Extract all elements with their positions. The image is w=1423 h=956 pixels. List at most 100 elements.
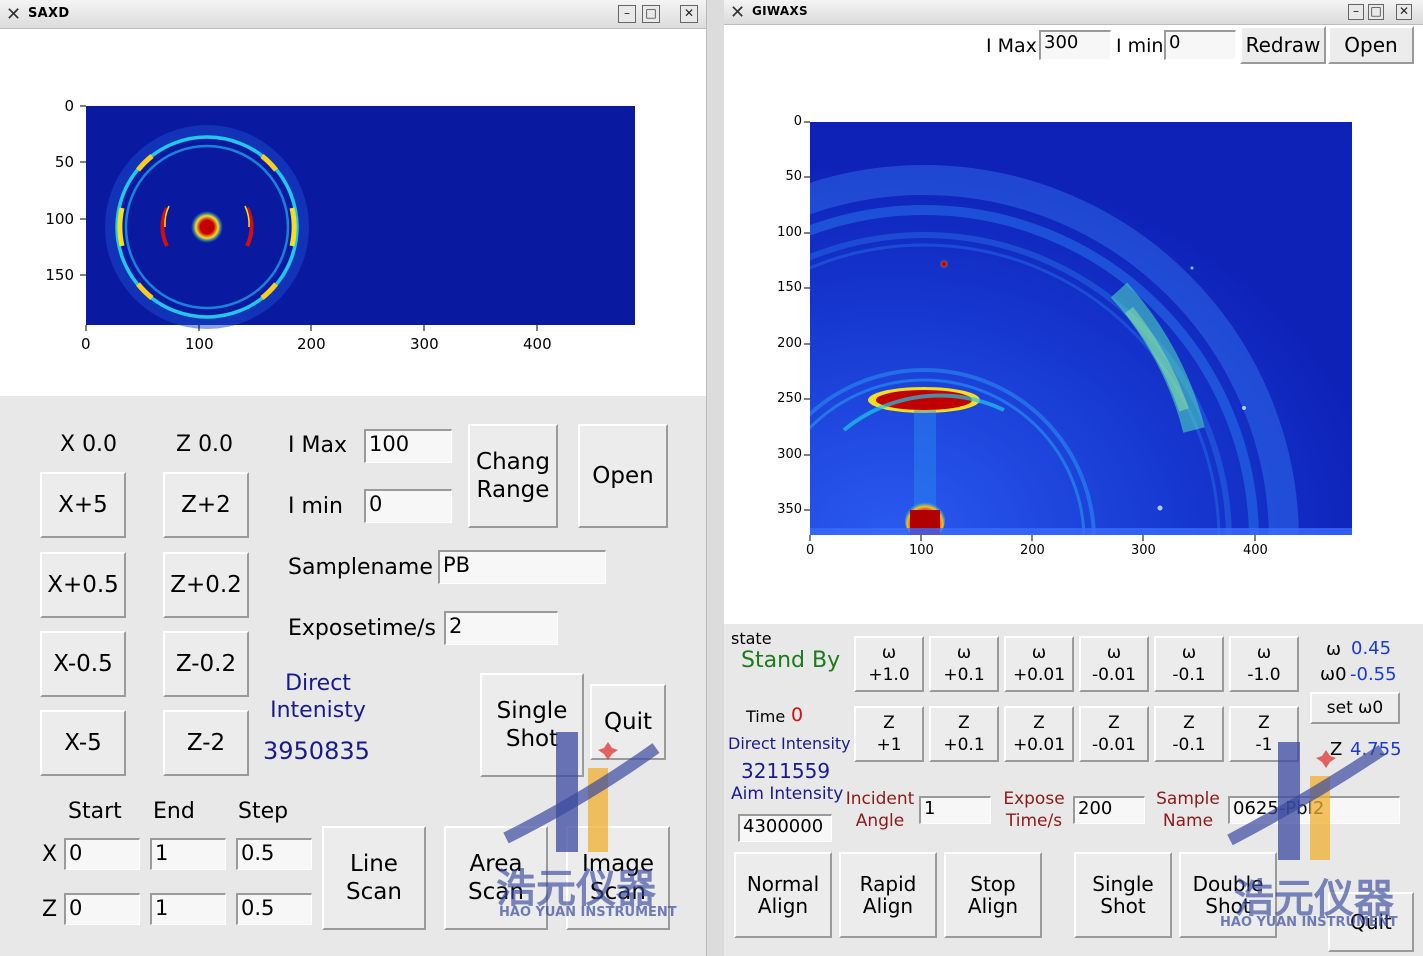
aim-intensity-input[interactable]: 4300000 (738, 814, 832, 842)
imin-label: I min (288, 494, 343, 519)
giwaxs-quit-button[interactable]: Quit (1328, 892, 1414, 952)
y-tick-label: 350 (777, 502, 802, 517)
omega-minus-0.1-button[interactable]: ω -0.1 (1154, 636, 1224, 692)
giwaxs-open-button[interactable]: Open (1328, 26, 1414, 64)
x-position-readout: X 0.0 (60, 432, 118, 457)
stop-align-button[interactable]: Stop Align (944, 852, 1042, 938)
omega-minus-0.01-button[interactable]: ω -0.01 (1079, 636, 1149, 692)
z-minus-0.1-button[interactable]: Z -0.1 (1154, 706, 1224, 762)
state-value: Stand By (741, 648, 841, 673)
giwaxs-imax-input[interactable]: 300 (1039, 30, 1111, 60)
scan-x-step-input[interactable]: 0.5 (236, 838, 312, 870)
omega-plus-0.01-button[interactable]: ω +0.01 (1004, 636, 1074, 692)
giwaxs-plot: 0 50 100 150 200 250 300 350 0 100 200 3… (724, 110, 1423, 570)
giwaxs-window: ✕ GIWAXS – □ ✕ I Max 300 I min 0 Redraw … (724, 0, 1423, 956)
saxd-control-panel: X 0.0 Z 0.0 X+5 X+0.5 X-0.5 X-5 Z+2 Z+0.… (0, 396, 706, 956)
maximize-icon[interactable]: □ (1368, 4, 1384, 20)
y-tick-label: 100 (777, 225, 802, 240)
saxd-quit-button[interactable]: Quit (590, 684, 666, 760)
x-tick-label: 200 (297, 335, 326, 353)
set-omega0-button[interactable]: set ω0 (1310, 692, 1400, 724)
giwaxs-imin-input[interactable]: 0 (1164, 30, 1236, 60)
minimize-icon[interactable]: – (618, 5, 636, 23)
omega-plus-1.0-button[interactable]: ω +1.0 (854, 636, 924, 692)
scan-end-header: End (153, 799, 195, 824)
expose-time-input[interactable]: 200 (1073, 796, 1145, 824)
x-plus-0.5-button[interactable]: X+0.5 (40, 552, 126, 618)
close-icon[interactable]: ✕ (1396, 4, 1412, 20)
giwaxs-control-panel: state Stand By Time 0 Direct Intensity 3… (724, 624, 1423, 956)
line-scan-button[interactable]: Line Scan (322, 826, 426, 930)
x-plus-5-button[interactable]: X+5 (40, 472, 126, 538)
x-tick-label: 100 (185, 335, 214, 353)
y-tick-label: 50 (54, 153, 74, 171)
giwaxs-window-title: GIWAXS (752, 4, 808, 18)
imax-label: I Max (288, 433, 347, 458)
z-position-readout: Z 0.0 (176, 432, 234, 457)
z-plus-2-button[interactable]: Z+2 (163, 472, 249, 538)
maximize-icon[interactable]: □ (642, 5, 660, 23)
omega-minus-1.0-button[interactable]: ω -1.0 (1229, 636, 1299, 692)
z-minus-1-button[interactable]: Z -1 (1229, 706, 1299, 762)
saxd-image (80, 105, 635, 331)
scan-z-row-label: Z (42, 897, 58, 922)
double-shot-button[interactable]: Double Shot (1179, 852, 1277, 938)
minimize-icon[interactable]: – (1348, 4, 1364, 20)
chang-range-button[interactable]: Chang Range (468, 424, 558, 528)
giwaxs-titlebar[interactable]: ✕ GIWAXS – □ ✕ (724, 0, 1423, 25)
giwaxs-imin-label: I min (1116, 35, 1164, 57)
saxd-window: ✕ SAXD – □ ✕ (0, 0, 706, 956)
x-minus-0.5-button[interactable]: X-0.5 (40, 631, 126, 697)
y-tick-label: 50 (785, 169, 802, 184)
imin-input[interactable]: 0 (364, 489, 452, 523)
direct-intensity-label: Direct Intensity (728, 734, 851, 753)
samplename-input[interactable]: PB (438, 550, 606, 584)
direct-intensity-value: 3211559 (741, 759, 831, 783)
scan-z-start-input[interactable]: 0 (64, 893, 140, 925)
saxd-titlebar[interactable]: ✕ SAXD – □ ✕ (0, 0, 706, 29)
z-plus-1-button[interactable]: Z +1 (854, 706, 924, 762)
z-plus-0.1-button[interactable]: Z +0.1 (929, 706, 999, 762)
saxd-plot: 0 50 100 150 0 100 200 300 400 (0, 30, 706, 396)
y-tick-label: 200 (777, 336, 802, 351)
direct-intensity-label: Direct Intenisty (270, 671, 366, 723)
area-scan-button[interactable]: Area Scan (444, 826, 548, 930)
exposetime-input[interactable]: 2 (444, 611, 558, 645)
x-minus-5-button[interactable]: X-5 (40, 710, 126, 776)
omega-readout-label: ω (1326, 639, 1342, 660)
y-tick-label: 100 (45, 210, 74, 228)
sample-name-input[interactable]: 0625-PbI2 (1228, 796, 1400, 824)
scan-start-header: Start (68, 799, 122, 824)
incident-angle-input[interactable]: 1 (919, 796, 991, 824)
scan-z-end-input[interactable]: 1 (150, 893, 226, 925)
saxd-single-shot-button[interactable]: Single Shot (480, 673, 584, 777)
x-app-icon: ✕ (730, 2, 746, 23)
redraw-button[interactable]: Redraw (1240, 26, 1326, 64)
saxd-open-button[interactable]: Open (578, 424, 668, 528)
exposetime-label: Exposetime/s (288, 616, 436, 641)
x-tick-label: 400 (1243, 543, 1268, 558)
scan-x-start-input[interactable]: 0 (64, 838, 140, 870)
x-tick-label: 300 (410, 335, 439, 353)
z-plus-0.01-button[interactable]: Z +0.01 (1004, 706, 1074, 762)
close-icon[interactable]: ✕ (680, 5, 698, 23)
z-plus-0.2-button[interactable]: Z+0.2 (163, 552, 249, 618)
scan-x-end-input[interactable]: 1 (150, 838, 226, 870)
image-scan-button[interactable]: Image Scan (566, 826, 670, 930)
normal-align-button[interactable]: Normal Align (734, 852, 832, 938)
scan-z-step-input[interactable]: 0.5 (236, 893, 312, 925)
z-minus-0.01-button[interactable]: Z -0.01 (1079, 706, 1149, 762)
x-tick-label: 0 (81, 335, 91, 353)
omega-plus-0.1-button[interactable]: ω +0.1 (929, 636, 999, 692)
y-tick-label: 150 (777, 280, 802, 295)
rapid-align-button[interactable]: Rapid Align (839, 852, 937, 938)
z-minus-0.2-button[interactable]: Z-0.2 (163, 631, 249, 697)
scan-x-row-label: X (42, 842, 58, 867)
omega0-readout-label: ω0 (1320, 664, 1347, 685)
z-minus-2-button[interactable]: Z-2 (163, 710, 249, 776)
sample-name-label: Sample Name (1156, 789, 1220, 831)
giwaxs-single-shot-button[interactable]: Single Shot (1074, 852, 1172, 938)
imax-input[interactable]: 100 (364, 429, 452, 463)
z-readout-value: 4.755 (1350, 739, 1402, 760)
x-tick-label: 300 (1131, 543, 1156, 558)
